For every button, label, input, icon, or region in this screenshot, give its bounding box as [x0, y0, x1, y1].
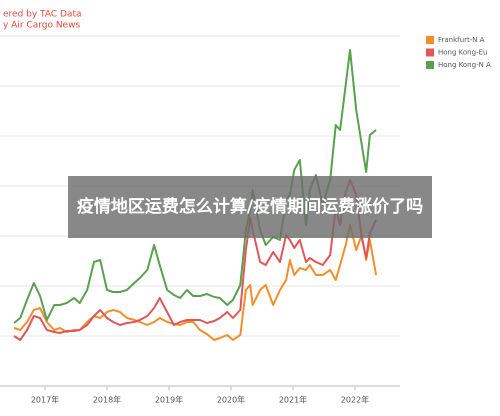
legend-swatch: [426, 36, 434, 44]
legend-label: Hong Kong-N A: [438, 61, 491, 69]
series-line: [13, 224, 378, 341]
x-tick-label: 2020年: [217, 395, 245, 405]
legend-swatch: [426, 61, 434, 69]
legend-swatch: [426, 48, 434, 57]
source-line: y Air Cargo News: [3, 21, 80, 31]
overlay-title: 疫情地区运费怎么计算/疫情期间运费涨价了吗: [68, 176, 432, 238]
source-line: ered by TAC Data: [3, 10, 81, 20]
series-line: [13, 179, 377, 341]
legend-label: Frankfurt-N A: [438, 36, 485, 44]
x-tick-label: 2021年: [279, 395, 307, 405]
x-tick-label: 2022年: [341, 395, 369, 405]
x-tick-label: 2017年: [31, 395, 59, 405]
x-tick-label: 2018年: [93, 395, 121, 405]
legend-label: Hong Kong-Eu: [438, 49, 487, 57]
x-tick-label: 2019年: [155, 395, 183, 405]
